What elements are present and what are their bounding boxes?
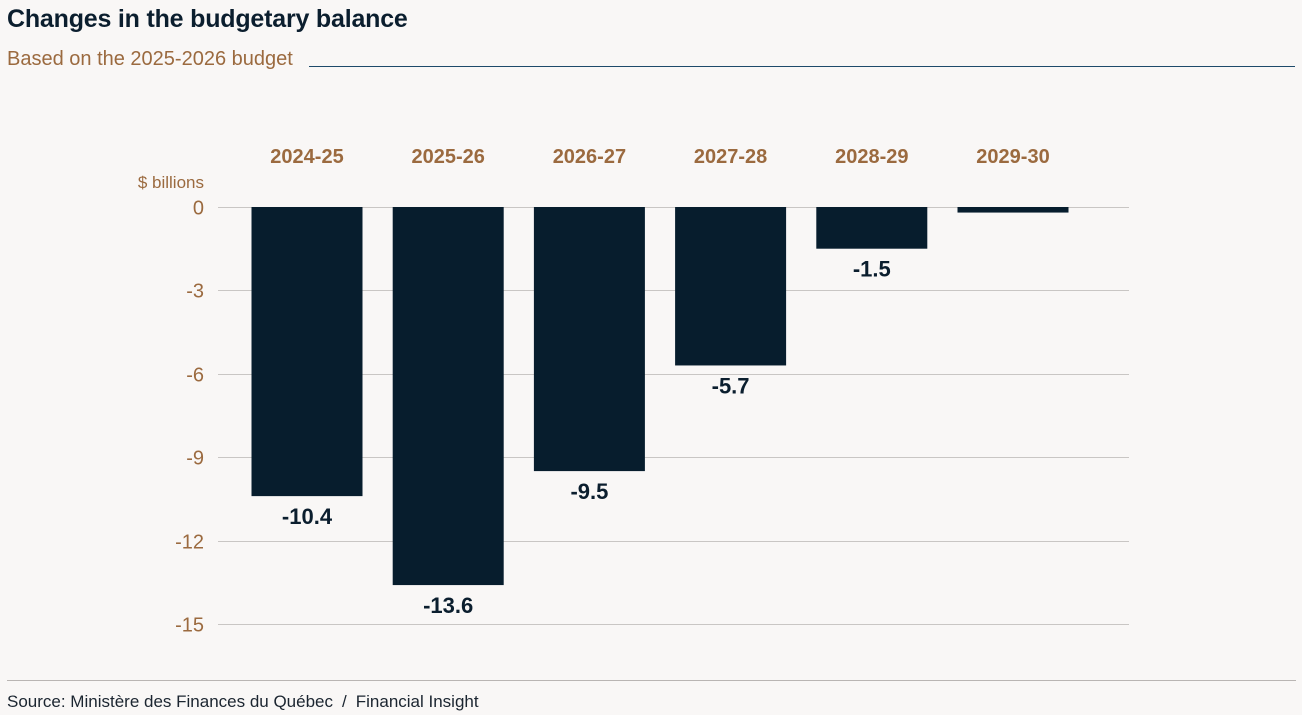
bar-2028-29 xyxy=(816,207,928,249)
gridlines xyxy=(218,207,1129,625)
y-tick-label: -12 xyxy=(175,532,204,554)
category-label: 2026-27 xyxy=(553,146,626,168)
data-label: -10.4 xyxy=(282,504,333,529)
category-label: 2024-25 xyxy=(270,146,343,168)
category-labels: 2024-25 2025-26 2026-27 2027-28 2028-29 2029-… xyxy=(270,146,1049,168)
bar-2024-25 xyxy=(251,207,363,497)
category-label: 2028-29 xyxy=(835,146,908,168)
source-line: Source: Ministère des Finances du Québec… xyxy=(7,692,479,712)
data-label: -9.5 xyxy=(570,479,608,504)
bar-2029-30 xyxy=(957,207,1069,213)
category-label: 2025-26 xyxy=(411,146,484,168)
y-tick-label: -15 xyxy=(175,615,204,637)
subtitle-row: Based on the 2025-2026 budget xyxy=(7,44,1295,74)
category-label: 2029-30 xyxy=(976,146,1049,168)
data-label: -1.5 xyxy=(853,257,891,282)
footer-divider xyxy=(7,680,1296,681)
bar-2026-27 xyxy=(533,207,645,472)
subtitle-divider xyxy=(308,65,1295,67)
y-tick-label: 0 xyxy=(193,198,204,220)
y-tick-label: -3 xyxy=(186,281,204,303)
data-label: -5.7 xyxy=(712,373,750,398)
bars xyxy=(251,207,1069,586)
publisher-text: Financial Insight xyxy=(355,692,479,711)
data-label: -13.6 xyxy=(423,593,473,618)
bar-chart: 0 -3 -6 -9 -12 -15 2024-25 2025-26 2026-27 2027-… xyxy=(138,146,1129,637)
y-axis-label: $ billions xyxy=(138,173,204,192)
category-label: 2027-28 xyxy=(694,146,767,168)
y-tick-label: -6 xyxy=(186,365,204,387)
y-tick-label: -9 xyxy=(186,448,204,470)
bar-2027-28 xyxy=(675,207,787,366)
source-text: Source: Ministère des Finances du Québec xyxy=(7,692,334,711)
source-separator: / xyxy=(342,692,347,711)
chart-title: Changes in the budgetary balance xyxy=(7,5,408,33)
y-axis-ticks: 0 -3 -6 -9 -12 -15 xyxy=(175,198,204,637)
data-labels: -10.4 -13.6 -9.5 -5.7 -1.5 xyxy=(282,257,891,618)
bar-2025-26 xyxy=(392,207,504,586)
chart-subtitle: Based on the 2025-2026 budget xyxy=(7,47,293,70)
